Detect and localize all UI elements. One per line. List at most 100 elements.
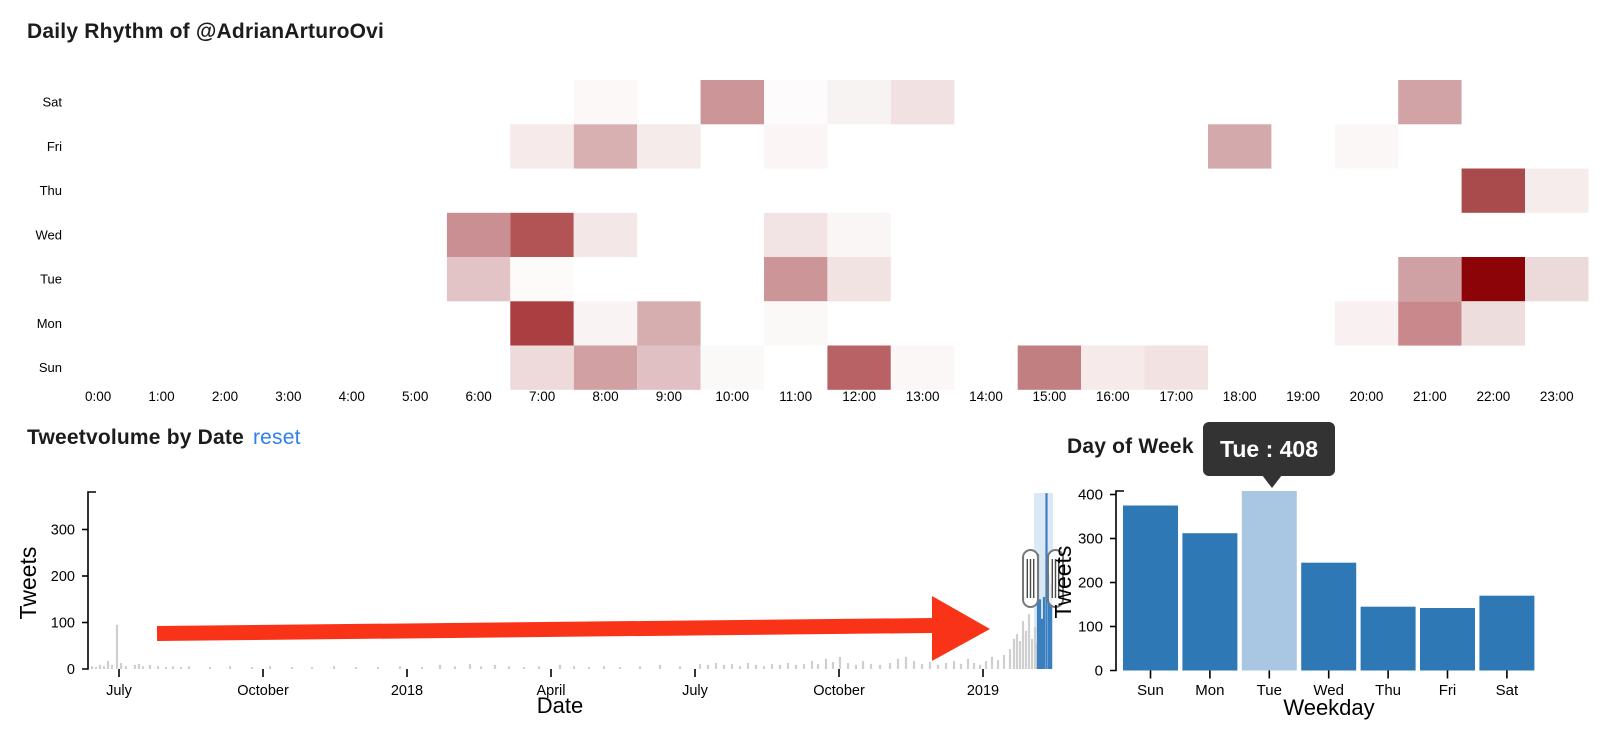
date-bar — [846, 663, 850, 669]
date-x-tick-label: 2019 — [967, 683, 999, 699]
date-bar — [762, 666, 766, 669]
heatmap-cell[interactable] — [1144, 345, 1208, 390]
heatmap-day-label: Wed — [36, 227, 63, 242]
date-bar — [1002, 655, 1006, 669]
heatmap-cell[interactable] — [1334, 124, 1399, 169]
date-x-tick-label: April — [536, 683, 565, 699]
weekday-bar-sun[interactable] — [1123, 505, 1178, 671]
date-bar — [522, 667, 526, 669]
weekday-y-tick-label: 100 — [1078, 619, 1103, 636]
heatmap-cell[interactable] — [1081, 345, 1145, 390]
heatmap-cell[interactable] — [827, 80, 891, 125]
heatmap-cell[interactable] — [764, 80, 828, 125]
weekday-bar-wed[interactable] — [1301, 562, 1357, 671]
heatmap-cell[interactable] — [573, 301, 638, 346]
heatmap-cell[interactable] — [827, 345, 891, 390]
date-y-tick-label: 200 — [51, 569, 75, 585]
heatmap-cell[interactable] — [1461, 301, 1525, 346]
heatmap-cell[interactable] — [700, 80, 764, 125]
date-y-tick-label: 300 — [51, 523, 75, 539]
heatmap-cell[interactable] — [510, 257, 574, 302]
heatmap-hour-label: 9:00 — [656, 389, 682, 404]
tooltip: Tue : 408 — [1203, 422, 1335, 488]
weekday-bar-thu[interactable] — [1360, 606, 1416, 671]
heatmap-cell[interactable] — [1208, 124, 1272, 169]
weekday-x-tick-label: Sun — [1137, 682, 1164, 699]
date-bar — [332, 666, 336, 669]
heatmap-cell[interactable] — [764, 301, 828, 346]
date-bar — [179, 667, 183, 669]
heatmap-cell[interactable] — [1461, 257, 1525, 302]
heatmap-cell[interactable] — [1398, 257, 1462, 302]
date-bar — [310, 667, 314, 669]
weekday-bar-fri[interactable] — [1420, 608, 1475, 671]
heatmap-hour-label: 20:00 — [1350, 389, 1384, 404]
heatmap-hour-label: 22:00 — [1477, 389, 1511, 404]
date-bar-selected — [1038, 599, 1042, 670]
heatmap-cell[interactable] — [510, 212, 574, 258]
heatmap-hour-label: 5:00 — [402, 389, 428, 404]
heatmap-cell[interactable] — [1017, 345, 1082, 390]
heatmap-cell[interactable] — [446, 257, 511, 302]
heatmap-cell[interactable] — [890, 345, 955, 390]
reset-link[interactable]: reset — [252, 426, 301, 449]
heatmap-hour-label: 1:00 — [148, 389, 174, 404]
weekday-x-tick-label: Sat — [1496, 682, 1519, 699]
date-bar — [398, 666, 402, 669]
heatmap-cell[interactable] — [827, 212, 891, 258]
heatmap-cell[interactable] — [1525, 257, 1589, 302]
heatmap-cell[interactable] — [637, 301, 701, 346]
brush-handle-right[interactable] — [1047, 549, 1064, 608]
heatmap-hour-label: 17:00 — [1159, 389, 1193, 404]
date-bar — [978, 664, 982, 669]
heatmap-cell[interactable] — [1334, 301, 1399, 346]
heatmap-cell[interactable] — [827, 257, 891, 302]
heatmap-cell[interactable] — [573, 212, 638, 258]
heatmap-cell[interactable] — [510, 301, 574, 346]
date-bar — [268, 666, 272, 669]
heatmap-cell[interactable] — [573, 80, 638, 125]
heatmap-cell[interactable] — [764, 257, 828, 302]
weekday-x-tick-label: Fri — [1439, 682, 1457, 699]
heatmap-cell[interactable] — [764, 212, 828, 258]
weekday-x-tick-label: Thu — [1375, 682, 1401, 699]
date-bar-selected — [1047, 574, 1051, 669]
weekday-x-tick-label: Wed — [1313, 682, 1344, 699]
heatmap-hour-label: 18:00 — [1223, 389, 1257, 404]
heatmap-hour-label: 3:00 — [275, 389, 301, 404]
date-bar — [1015, 634, 1019, 669]
heatmap-cell[interactable] — [764, 124, 828, 169]
heatmap-cell[interactable] — [890, 80, 955, 125]
weekday-x-tick-label: Tue — [1257, 682, 1282, 699]
weekday-x-axis-title: Weekday — [1283, 695, 1374, 720]
heatmap-cell[interactable] — [510, 345, 574, 390]
heatmap-hour-label: 14:00 — [969, 389, 1003, 404]
weekday-bar-mon[interactable] — [1182, 533, 1238, 671]
weekday-chart-title: Day of Week — [1067, 435, 1194, 458]
heatmap-cell[interactable] — [573, 124, 638, 169]
date-bar — [133, 664, 137, 669]
heatmap-cell[interactable] — [1398, 80, 1462, 125]
heatmap-cell[interactable] — [1461, 168, 1525, 213]
heatmap-hour-label: 12:00 — [842, 389, 876, 404]
weekday-y-tick-label: 400 — [1078, 487, 1103, 504]
weekday-bar-sat[interactable] — [1479, 595, 1535, 671]
date-bar — [1027, 614, 1031, 669]
date-bar — [124, 666, 128, 669]
heatmap-cell[interactable] — [637, 345, 701, 390]
heatmap-cell[interactable] — [446, 212, 511, 258]
heatmap-cell[interactable] — [1398, 301, 1462, 346]
heatmap-cell[interactable] — [573, 345, 638, 390]
heatmap-cell[interactable] — [637, 124, 701, 169]
brush-handle-left[interactable] — [1022, 549, 1039, 608]
weekday-bar-tue[interactable] — [1241, 491, 1297, 671]
date-x-axis-title: Date — [537, 693, 583, 718]
heatmap-cell[interactable] — [1525, 168, 1589, 213]
date-bar — [854, 664, 858, 669]
heatmap-cell[interactable] — [510, 124, 574, 169]
date-bar — [1018, 641, 1022, 669]
heatmap-cell[interactable] — [700, 345, 764, 390]
